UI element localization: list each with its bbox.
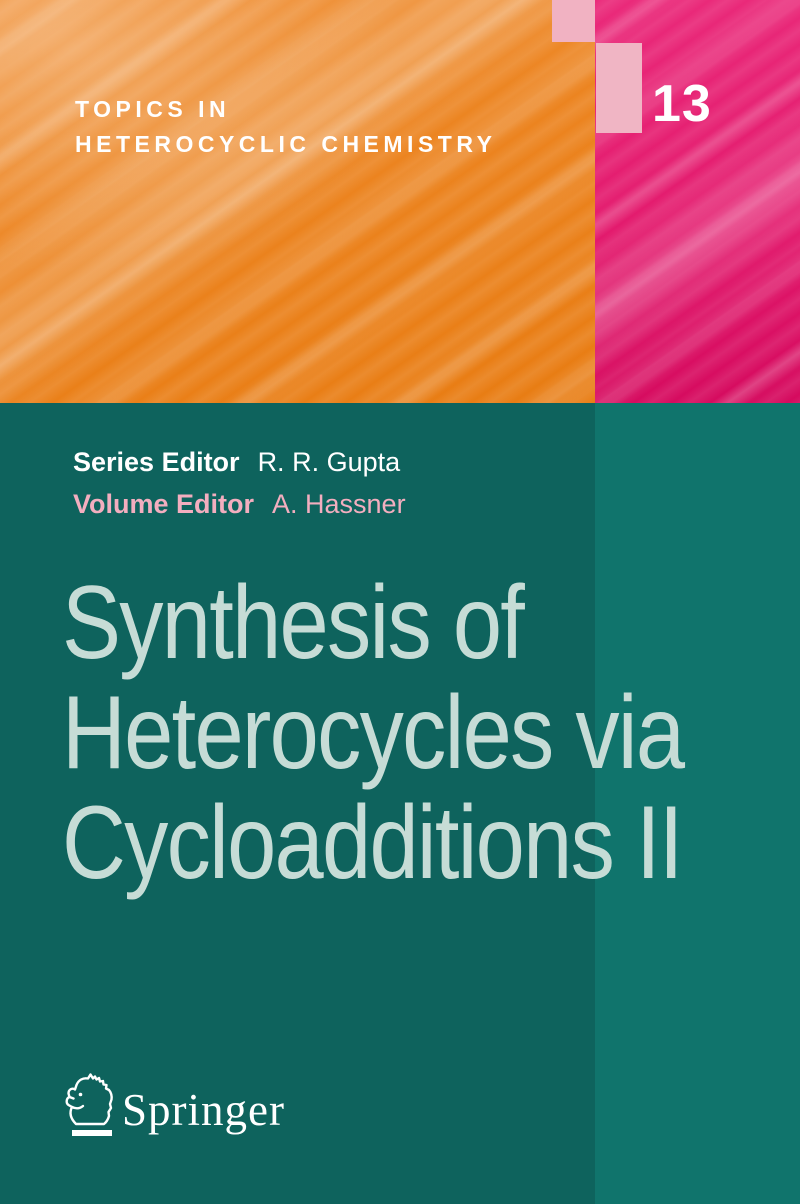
series-editor-label: Series Editor <box>73 447 240 477</box>
publisher-logo-block: Springer <box>62 1072 382 1152</box>
teal-right-column <box>595 403 800 1204</box>
volume-editor-row: Volume Editor A. Hassner <box>73 483 406 525</box>
book-title: Synthesis of Heterocycles via Cycloaddit… <box>62 568 793 898</box>
springer-horse-icon <box>65 1073 113 1136</box>
series-heading-line1: TOPICS IN <box>75 96 231 122</box>
top-band: TOPICS IN HETEROCYCLIC CHEMISTRY 13 <box>0 0 800 403</box>
book-title-line2: Heterocycles via <box>62 675 685 791</box>
volume-editor-name: A. Hassner <box>272 489 406 519</box>
series-editor-row: Series Editor R. R. Gupta <box>73 441 406 483</box>
book-title-line1: Synthesis of <box>62 565 525 681</box>
series-heading: TOPICS IN HETEROCYCLIC CHEMISTRY <box>75 92 496 162</box>
series-editor-name: R. R. Gupta <box>257 447 401 477</box>
pink-square-small <box>552 0 595 42</box>
book-title-line3: Cycloadditions II <box>62 785 683 901</box>
series-heading-line2: HETEROCYCLIC CHEMISTRY <box>75 131 497 157</box>
volume-number: 13 <box>652 75 712 133</box>
pink-rectangle-tall <box>596 43 642 133</box>
publisher-name: Springer <box>122 1085 285 1135</box>
orange-background <box>0 0 595 403</box>
volume-editor-label: Volume Editor <box>73 489 255 519</box>
editors-block: Series Editor R. R. Gupta Volume Editor A.… <box>73 441 406 525</box>
